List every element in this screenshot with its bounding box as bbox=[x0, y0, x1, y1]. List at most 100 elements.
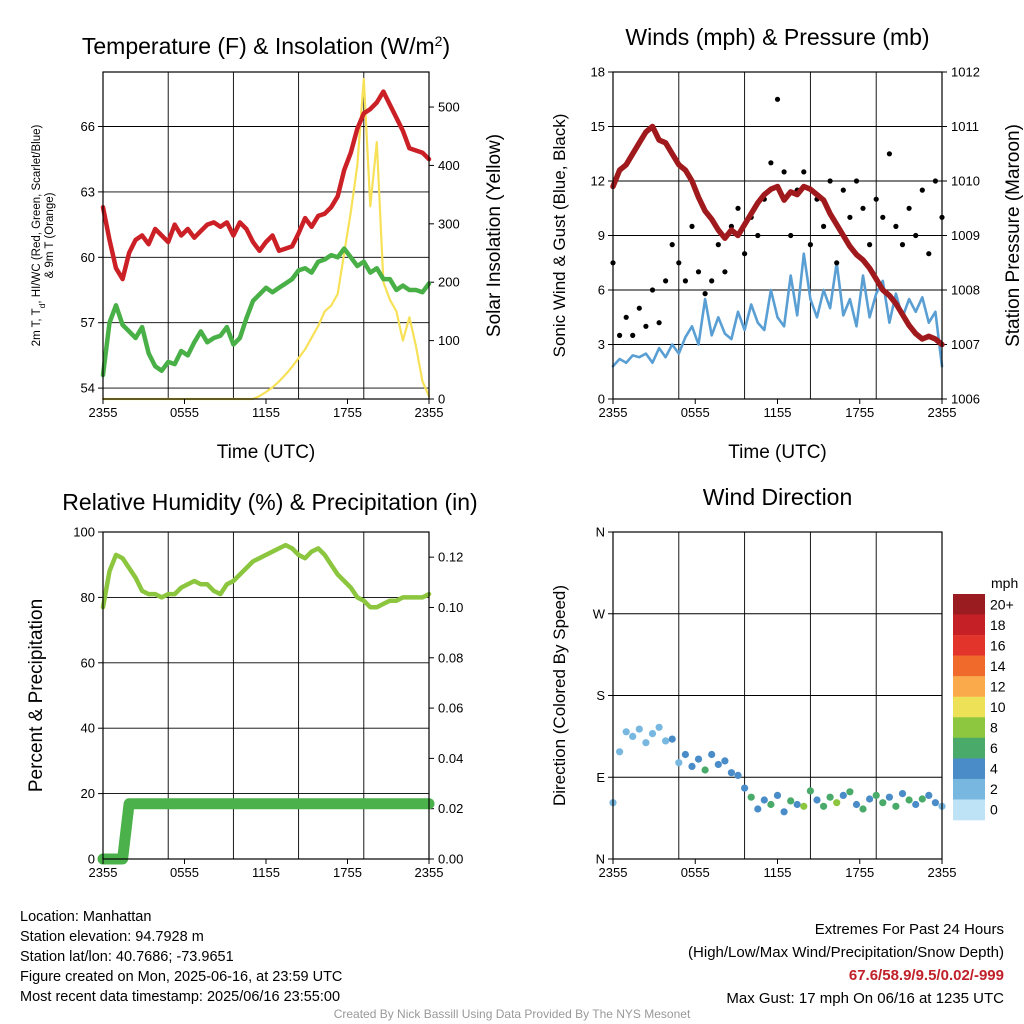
gust-point bbox=[860, 205, 866, 211]
wind-rtick-label-5: 1011 bbox=[951, 119, 979, 134]
gust-point bbox=[834, 260, 840, 266]
direction-point bbox=[648, 730, 657, 738]
temp-rtick-label-3: 300 bbox=[438, 216, 460, 231]
gust-point bbox=[689, 223, 695, 229]
wind-rtick-label-0: 1006 bbox=[951, 392, 980, 407]
extremes-title: Extremes For Past 24 Hours bbox=[814, 921, 1004, 938]
direction-point bbox=[852, 800, 861, 809]
rh-rtick-label-1: 0.02 bbox=[438, 801, 463, 816]
station-location: Location: Manhattan bbox=[20, 909, 152, 925]
wind-ytick-label-4: 12 bbox=[591, 174, 605, 189]
gust-point bbox=[926, 251, 932, 257]
gust-point bbox=[649, 287, 656, 293]
station-info: Location: Manhattan Station elevation: 9… bbox=[20, 907, 342, 1007]
gust-point bbox=[899, 242, 906, 248]
dir-ytick-label-0: N bbox=[596, 852, 605, 867]
gust-point bbox=[853, 178, 860, 184]
rh-ytick-label-4: 80 bbox=[81, 590, 95, 605]
gust-point bbox=[781, 169, 787, 175]
direction-point bbox=[622, 728, 630, 736]
dewpoint-series-line bbox=[100, 246, 432, 378]
temp-xtick-label-4: 2355 bbox=[415, 405, 444, 420]
speed-legend-label-7: 6 bbox=[990, 740, 998, 756]
direction-point bbox=[780, 808, 788, 816]
rh-left-axis-label: Percent & Precipitation bbox=[26, 599, 47, 792]
direction-point bbox=[734, 771, 742, 780]
wind-ytick-label-1: 3 bbox=[598, 337, 605, 352]
direction-point bbox=[826, 793, 834, 801]
direction-point bbox=[879, 799, 887, 807]
direction-point bbox=[616, 748, 624, 756]
dir-ytick-label-4: N bbox=[596, 525, 605, 540]
rh-xtick-label-0: 2355 bbox=[89, 865, 118, 880]
chart-title-temperature-close: ) bbox=[442, 33, 450, 59]
wind-ytick-label-2: 6 bbox=[598, 283, 605, 298]
direction-point bbox=[892, 802, 900, 810]
gust-point bbox=[827, 178, 833, 184]
gust-point bbox=[886, 151, 893, 157]
dir-xtick-label-0: 2355 bbox=[599, 865, 628, 880]
chart-title-winds: Winds (mph) & Pressure (mb) bbox=[625, 24, 929, 50]
direction-point bbox=[912, 800, 920, 809]
temp-rtick-label-2: 200 bbox=[438, 275, 460, 290]
wind-x-axis-label: Time (UTC) bbox=[728, 442, 827, 463]
rh-rtick-label-0: 0.00 bbox=[438, 852, 463, 867]
wind-xtick-label-4: 2355 bbox=[928, 405, 957, 420]
temp-left-axis-label: 2m T, Td, HI/WC (Red, Green, Scarlet/Blu… bbox=[31, 125, 56, 347]
wind-rtick-label-4: 1010 bbox=[951, 174, 980, 189]
sonic-wind-series-line bbox=[611, 252, 944, 368]
temp-right-axis-label-line-0: Solar Insolation (Yellow) bbox=[484, 134, 505, 337]
dir-xtick-label-1: 0555 bbox=[681, 865, 710, 880]
gust-point bbox=[623, 314, 629, 320]
rh-rtick-label-3: 0.06 bbox=[438, 701, 463, 716]
temp-left-axis-label-line-0: 2m T, Td, HI/WC (Red, Green, Scarlet/Blu… bbox=[31, 125, 47, 347]
wind-right-axis-label: Station Pressure (Maroon) bbox=[1003, 124, 1024, 347]
direction-point bbox=[820, 802, 828, 810]
temp-left-axis-label-line-1: & 9m T (Orange) bbox=[44, 192, 56, 278]
speed-legend-label-5: 10 bbox=[990, 699, 1006, 715]
rh-ytick-label-1: 20 bbox=[81, 786, 95, 801]
direction-point bbox=[681, 750, 690, 759]
recent-timestamp: Most recent data timestamp: 2025/06/16 2… bbox=[20, 989, 341, 1005]
rh-left-axis-label-line-0: Percent & Precipitation bbox=[26, 599, 47, 792]
gust-point bbox=[702, 291, 708, 297]
temp-left-axis-label-span-0-1: d bbox=[37, 303, 47, 308]
gust-point bbox=[873, 196, 879, 202]
extremes-panel: Extremes For Past 24 Hours (High/Low/Max… bbox=[688, 918, 1004, 1010]
precipitation-series-line bbox=[97, 798, 435, 865]
gust-point bbox=[709, 278, 715, 284]
direction-point bbox=[833, 799, 841, 807]
gust-point bbox=[893, 223, 899, 229]
direction-point bbox=[905, 796, 913, 804]
wind-rtick-label-2: 1008 bbox=[951, 283, 980, 298]
direction-point bbox=[806, 787, 815, 795]
gust-point bbox=[663, 278, 669, 284]
gust-point bbox=[636, 305, 642, 311]
temp-rtick-label-1: 100 bbox=[438, 333, 460, 348]
direction-point bbox=[918, 795, 926, 803]
extremes-subtitle: (High/Low/Max Wind/Precipitation/Snow De… bbox=[688, 944, 1004, 961]
temp-xtick-label-0: 2355 bbox=[89, 405, 118, 420]
wind-rtick-label-3: 1009 bbox=[951, 228, 980, 243]
gust-point bbox=[682, 278, 689, 284]
speed-legend-label-1: 18 bbox=[990, 617, 1006, 633]
direction-point bbox=[668, 735, 676, 743]
gust-point bbox=[617, 332, 623, 338]
rh-rtick-label-5: 0.10 bbox=[438, 600, 463, 615]
direction-point bbox=[898, 790, 907, 798]
direction-point bbox=[727, 769, 736, 777]
temp-xtick-label-1: 0555 bbox=[170, 405, 199, 420]
direction-point bbox=[925, 791, 933, 800]
speed-legend-label-6: 8 bbox=[990, 720, 998, 736]
direction-point bbox=[635, 725, 643, 733]
temp-x-axis-label: Time (UTC) bbox=[217, 442, 316, 463]
speed-legend-swatch-0 bbox=[953, 594, 985, 615]
wind-xtick-label-3: 1755 bbox=[845, 405, 874, 420]
chart-title-temperature-superscript: 2 bbox=[435, 33, 443, 49]
direction-point bbox=[866, 795, 874, 803]
direction-point bbox=[747, 793, 755, 801]
speed-legend-label-3: 14 bbox=[990, 658, 1006, 674]
direction-point bbox=[931, 799, 940, 807]
temp-xtick-label-2: 1155 bbox=[252, 405, 280, 420]
speed-legend-swatch-5 bbox=[953, 696, 985, 718]
